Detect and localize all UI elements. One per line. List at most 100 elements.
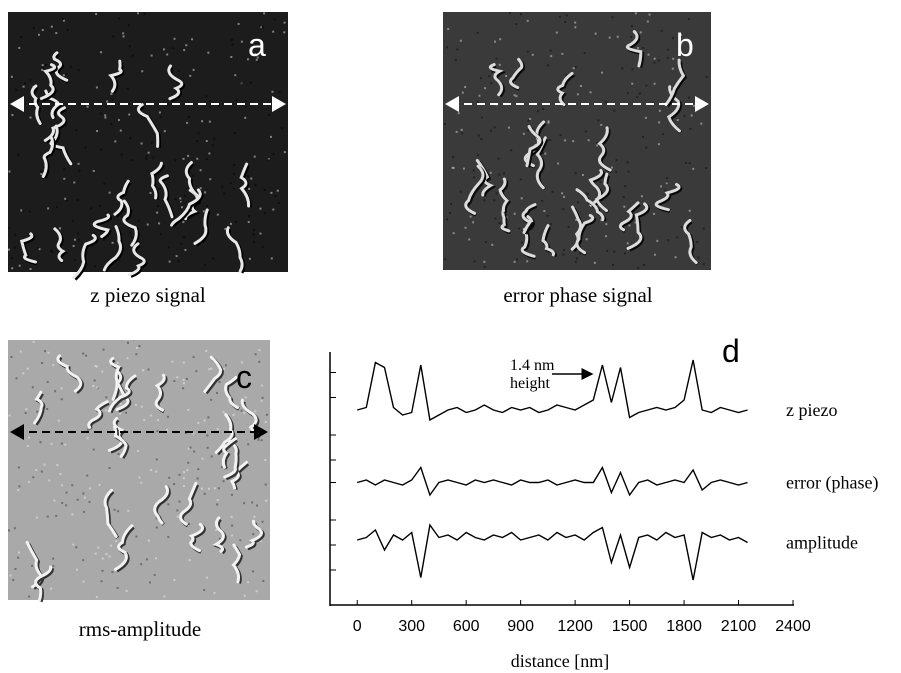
noise xyxy=(216,499,219,502)
noise xyxy=(513,212,516,215)
noise xyxy=(200,487,203,490)
molecule xyxy=(597,126,612,172)
noise xyxy=(455,130,458,133)
noise xyxy=(257,60,260,63)
noise xyxy=(559,134,562,137)
molecule xyxy=(167,64,184,101)
noise xyxy=(78,238,81,241)
noise xyxy=(163,130,166,133)
noise xyxy=(254,353,257,356)
noise xyxy=(270,191,273,194)
noise xyxy=(210,398,213,401)
noise xyxy=(562,249,565,252)
molecule xyxy=(229,460,248,490)
noise xyxy=(235,98,238,101)
noise xyxy=(149,191,152,194)
noise xyxy=(203,419,206,422)
noise xyxy=(280,127,283,130)
noise xyxy=(166,415,169,418)
noise xyxy=(258,348,261,351)
molecule xyxy=(19,232,37,264)
noise xyxy=(642,47,645,50)
noise xyxy=(185,377,188,380)
noise xyxy=(39,170,42,173)
noise xyxy=(272,30,275,33)
noise xyxy=(258,360,261,363)
noise xyxy=(213,591,216,594)
noise xyxy=(196,477,199,480)
noise xyxy=(667,239,670,242)
noise xyxy=(260,399,263,402)
noise xyxy=(143,12,146,15)
noise xyxy=(65,73,68,76)
noise xyxy=(259,539,262,542)
noise xyxy=(104,116,107,119)
molecule xyxy=(556,71,574,107)
noise xyxy=(18,46,21,49)
noise xyxy=(98,483,101,486)
noise xyxy=(251,40,254,43)
noise xyxy=(687,18,690,21)
noise xyxy=(179,197,182,200)
noise xyxy=(140,563,143,566)
noise xyxy=(626,92,629,95)
molecule xyxy=(214,413,234,454)
noise xyxy=(192,355,195,358)
x-axis-label: distance [nm] xyxy=(511,651,609,671)
noise xyxy=(621,67,624,70)
noise xyxy=(35,468,38,471)
molecule xyxy=(203,355,223,394)
noise xyxy=(76,498,79,501)
noise xyxy=(252,570,255,573)
noise xyxy=(680,33,683,36)
noise xyxy=(171,360,174,363)
noise xyxy=(45,63,48,66)
noise xyxy=(222,411,225,414)
noise xyxy=(224,364,227,367)
noise xyxy=(208,120,211,123)
noise xyxy=(452,155,455,158)
noise xyxy=(205,576,208,579)
noise xyxy=(69,65,72,68)
molecule xyxy=(221,437,237,469)
noise xyxy=(263,12,266,15)
noise xyxy=(99,112,102,115)
molecule xyxy=(541,224,556,257)
noise xyxy=(653,212,656,215)
noise xyxy=(221,185,224,188)
noise xyxy=(541,199,544,202)
noise xyxy=(579,84,582,87)
noise xyxy=(188,522,191,525)
noise xyxy=(173,483,176,486)
noise xyxy=(537,110,540,113)
noise xyxy=(660,29,663,32)
noise xyxy=(255,590,258,593)
molecule xyxy=(498,177,510,213)
noise xyxy=(28,436,31,439)
noise xyxy=(263,188,266,191)
noise xyxy=(100,51,103,54)
caption: error phase signal xyxy=(503,283,652,307)
noise xyxy=(547,64,550,67)
noise xyxy=(118,17,121,20)
noise xyxy=(128,113,131,116)
noise xyxy=(271,90,274,93)
noise xyxy=(22,85,25,88)
noise xyxy=(644,116,647,119)
afm-image xyxy=(443,12,711,270)
noise xyxy=(240,409,243,412)
noise xyxy=(502,172,505,175)
noise xyxy=(461,91,464,94)
noise xyxy=(40,173,43,176)
noise xyxy=(32,340,35,343)
noise xyxy=(283,21,286,24)
noise xyxy=(640,195,643,198)
noise xyxy=(157,205,160,208)
noise xyxy=(478,94,481,97)
noise xyxy=(60,442,63,445)
noise xyxy=(201,120,204,123)
noise xyxy=(174,198,177,201)
molecule xyxy=(170,188,202,227)
noise xyxy=(28,481,31,484)
